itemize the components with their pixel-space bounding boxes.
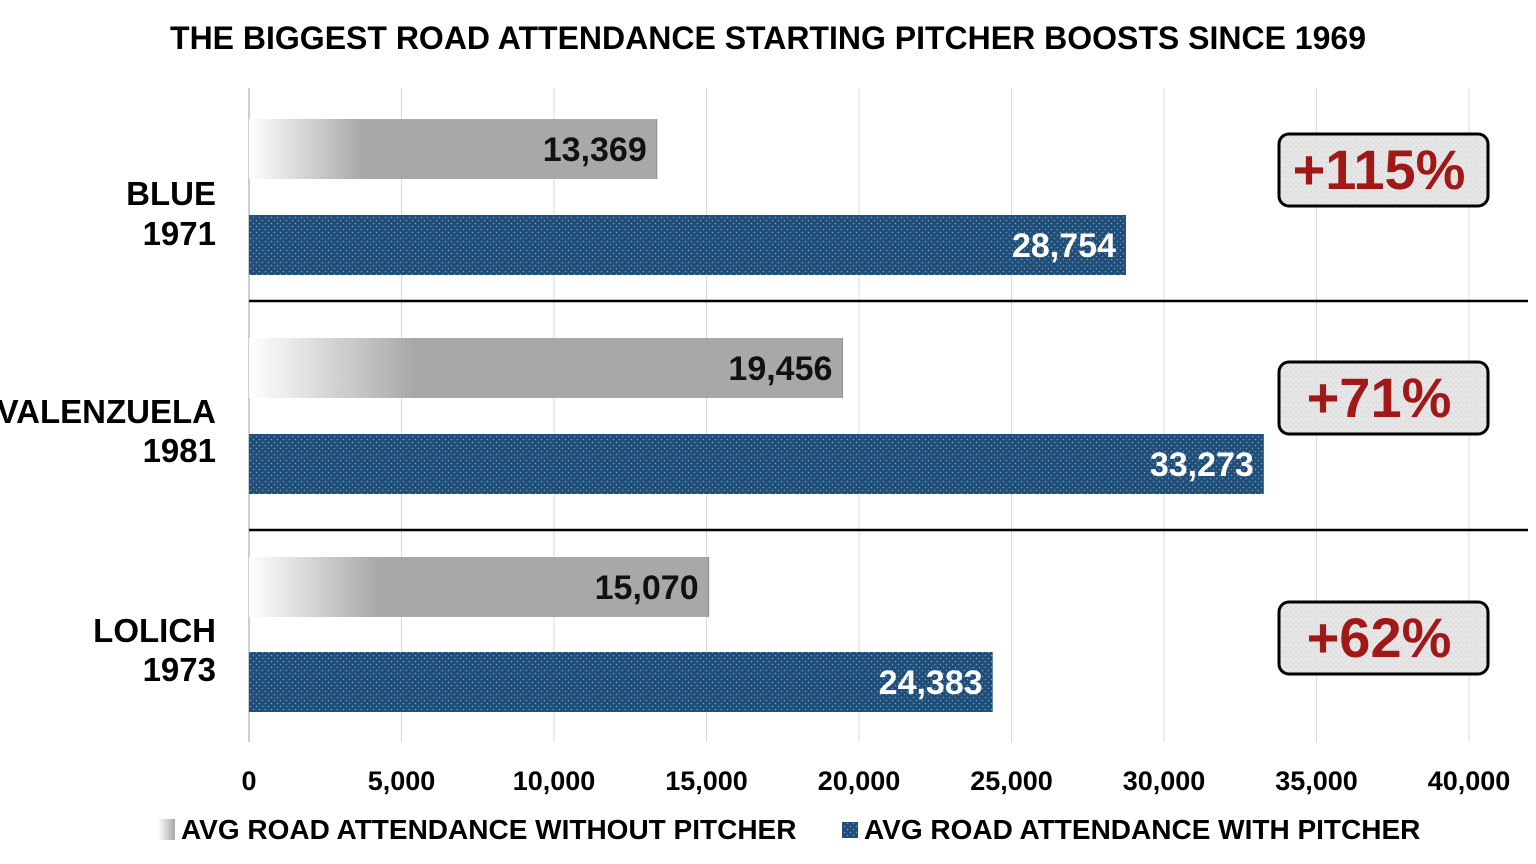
- value-label-without: 19,456: [728, 350, 832, 388]
- x-tick-label: 40,000: [1428, 766, 1511, 796]
- category-name: VALENZUELA: [0, 393, 216, 430]
- boost-badge: [1277, 360, 1490, 436]
- x-tick-label: 0: [241, 766, 256, 796]
- bar-without-pitcher: [249, 557, 709, 617]
- legend: AVG ROAD ATTENDANCE WITHOUT PITCHER AVG …: [158, 814, 1420, 845]
- legend-label-with: AVG ROAD ATTENDANCE WITH PITCHER: [864, 814, 1420, 845]
- chart-title: THE BIGGEST ROAD ATTENDANCE STARTING PIT…: [170, 20, 1366, 56]
- category-year: 1973: [143, 651, 216, 688]
- x-tick-label: 10,000: [513, 766, 596, 796]
- boost-percent: +71%: [1307, 366, 1452, 429]
- x-tick-label: 35,000: [1275, 766, 1358, 796]
- boost-percent: +115%: [1293, 138, 1466, 201]
- x-tick-label: 30,000: [1123, 766, 1206, 796]
- category-name: LOLICH: [93, 612, 216, 649]
- legend-swatch-with: [842, 822, 858, 838]
- value-label-with: 28,754: [1012, 227, 1116, 265]
- x-tick-label: 5,000: [368, 766, 436, 796]
- value-label-with: 33,273: [1150, 446, 1254, 484]
- bar-with-pitcher: [249, 215, 1126, 275]
- bar-with-pitcher: [249, 434, 1264, 494]
- legend-label-without: AVG ROAD ATTENDANCE WITHOUT PITCHER: [181, 814, 796, 845]
- bars: [249, 119, 1264, 712]
- boost-badge: [1277, 132, 1490, 208]
- boost-badges: +115% +71% +62%: [1277, 132, 1490, 676]
- value-label-without: 15,070: [595, 569, 699, 607]
- value-label-without: 13,369: [543, 131, 647, 169]
- category-year: 1981: [143, 432, 216, 469]
- x-tick-label: 20,000: [818, 766, 901, 796]
- legend-swatch-without: [158, 819, 175, 840]
- boost-badge: [1277, 600, 1490, 676]
- x-tick-label: 15,000: [665, 766, 748, 796]
- boost-percent: +62%: [1307, 606, 1452, 669]
- value-label-with: 24,383: [879, 664, 983, 702]
- bar-without-pitcher: [249, 119, 657, 179]
- x-tick-label: 25,000: [970, 766, 1053, 796]
- category-name: BLUE: [126, 175, 216, 212]
- bar-without-pitcher: [249, 338, 843, 398]
- category-separators: [249, 299, 1528, 532]
- x-axis-ticks: 0 5,000 10,000 15,000 20,000 25,000 30,000 35,0…: [241, 766, 1510, 796]
- category-year: 1971: [143, 215, 216, 252]
- value-labels: 13,369 28,754 19,456 33,273 15,070 24,383: [543, 131, 1254, 702]
- bar-with-pitcher: [249, 652, 993, 712]
